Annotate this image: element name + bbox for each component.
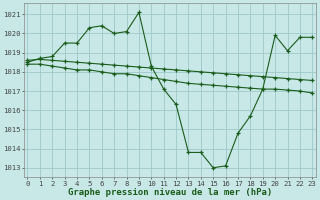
X-axis label: Graphe pression niveau de la mer (hPa): Graphe pression niveau de la mer (hPa) — [68, 188, 272, 197]
